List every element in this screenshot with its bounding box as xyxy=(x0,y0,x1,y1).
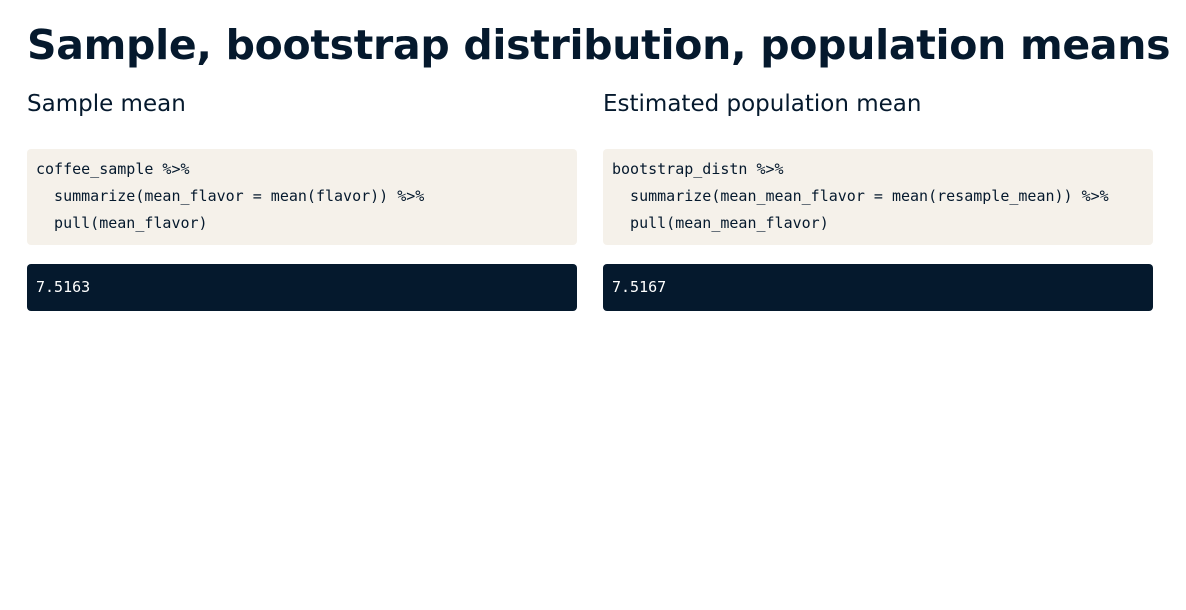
code-line: pull(mean_flavor) xyxy=(36,214,208,232)
population-mean-panel: Estimated population mean bootstrap_dist… xyxy=(603,84,1153,311)
population-mean-output: 7.5167 xyxy=(603,264,1153,311)
code-line: bootstrap_distn %>% xyxy=(612,160,784,178)
code-line: summarize(mean_flavor = mean(flavor)) %>… xyxy=(36,187,425,205)
code-line: coffee_sample %>% xyxy=(36,160,190,178)
sample-mean-panel: Sample mean coffee_sample %>% summarize(… xyxy=(27,84,577,311)
code-line: pull(mean_mean_flavor) xyxy=(612,214,829,232)
population-mean-code-block[interactable]: bootstrap_distn %>% summarize(mean_mean_… xyxy=(603,149,1153,245)
sample-mean-output: 7.5163 xyxy=(27,264,577,311)
population-mean-heading: Estimated population mean xyxy=(603,91,922,117)
sample-mean-code-block[interactable]: coffee_sample %>% summarize(mean_flavor … xyxy=(27,149,577,245)
sample-mean-heading: Sample mean xyxy=(27,91,186,117)
page-title: Sample, bootstrap distribution, populati… xyxy=(27,21,1171,69)
code-line: summarize(mean_mean_flavor = mean(resamp… xyxy=(612,187,1109,205)
